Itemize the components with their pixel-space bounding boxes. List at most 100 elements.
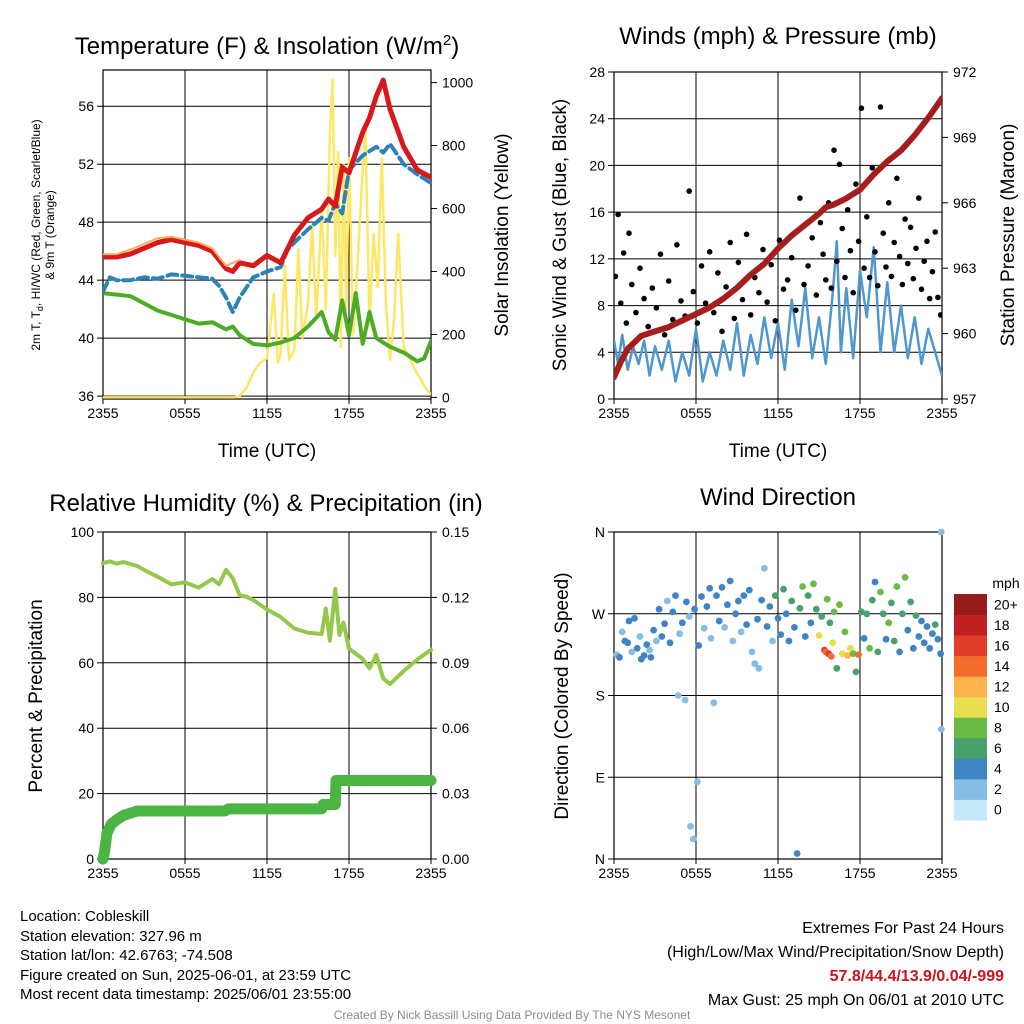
gust-point (678, 298, 684, 304)
winds-y-axis-label: Sonic Wind & Gust (Blue, Black) (550, 99, 571, 371)
temperature-y-tick-label: 40 (78, 330, 94, 346)
gust-point (776, 237, 783, 243)
temperature-panel-title: Temperature (F) & Insolation (W/m2) (75, 32, 459, 60)
direction-point (929, 630, 936, 638)
direction-point (931, 621, 939, 628)
colorbar-swatch (954, 676, 987, 698)
direction-point (785, 637, 793, 645)
gust-point (615, 211, 621, 218)
gust-point (858, 105, 865, 111)
temperature-y2-tick-label: 600 (442, 201, 466, 217)
direction-point (695, 642, 703, 649)
colorbar-label: 12 (994, 679, 1010, 695)
direction-point (754, 615, 761, 623)
direction-point (934, 635, 942, 643)
direction-point (782, 610, 790, 618)
gust-point (839, 225, 845, 232)
humidity-y-tick-label: 0 (86, 851, 94, 867)
wind-direction-plot-frame (613, 531, 943, 860)
direction-point (852, 668, 860, 676)
direction-point (899, 610, 906, 618)
gust-point (834, 258, 840, 265)
temperature-2m-t-line (103, 77, 431, 274)
gust-point (711, 309, 717, 316)
direction-point (718, 584, 726, 591)
gust-point (905, 260, 911, 267)
direction-point (661, 620, 668, 628)
winds-x-tick-label: 1155 (763, 405, 793, 421)
direction-point (885, 619, 893, 627)
winds-x-tick-label: 0555 (680, 405, 711, 421)
direction-point (760, 564, 768, 572)
credit-line: Created By Nick Bassill Using Data Provi… (333, 1008, 691, 1022)
gust-point (820, 251, 826, 257)
gust-point (735, 259, 742, 266)
direction-point (636, 633, 644, 640)
station-location: Location: Cobleskill (20, 908, 150, 925)
colorbar-label: 2 (994, 781, 1002, 797)
direction-point (849, 650, 857, 658)
temperature-x-axis-label: Time (UTC) (218, 441, 317, 462)
colorbar-swatch (954, 778, 987, 800)
gust-point (805, 263, 811, 269)
gust-point (861, 265, 867, 272)
gust-point (653, 305, 660, 311)
gust-point (637, 265, 643, 272)
direction-point (829, 639, 837, 647)
figure-created: Figure created on Sun, 2025-06-01, at 23… (20, 966, 352, 984)
direction-point (799, 583, 806, 590)
temperature-y2-tick-label: 0 (442, 389, 450, 405)
temperature-y-tick-label: 44 (78, 272, 94, 288)
direction-point (777, 631, 785, 638)
direction-point (758, 596, 765, 604)
recent-data-timestamp: Most recent data timestamp: 2025/06/01 2… (20, 986, 352, 1003)
direction-point (703, 603, 711, 610)
humidity-y2-tick-label: 0.00 (442, 851, 469, 867)
gust-point (665, 278, 672, 284)
direction-point (838, 650, 846, 658)
gust-point (772, 318, 779, 324)
humidity-y-tick-label: 20 (78, 786, 94, 802)
temperature-y-tick-label: 52 (78, 156, 94, 172)
gust-point (797, 195, 803, 201)
colorbar-swatch (954, 614, 987, 636)
winds-y-tick-label: 28 (589, 64, 605, 80)
temperature-x-tick-label: 2355 (415, 405, 446, 421)
direction-point (882, 635, 890, 643)
humidity-precipitation-line (97, 775, 437, 865)
direction-point (888, 599, 895, 607)
direction-point (807, 619, 815, 627)
temperature-y-tick-label: 48 (78, 214, 94, 230)
wind-direction-y-axis-label: Direction (Colored By Speed) (552, 572, 573, 819)
gust-point (853, 181, 859, 187)
humidity-y2-tick-label: 0.03 (442, 786, 469, 802)
gust-point (614, 273, 619, 280)
humidity-x-tick-label: 1155 (252, 865, 282, 881)
direction-point (823, 595, 831, 603)
direction-point (687, 822, 694, 830)
wind-direction-y-tick-label: N (595, 851, 605, 867)
colorbar-swatch (954, 696, 987, 718)
temperature-y-axis-label-line2: & 9m T (Orange) (43, 190, 57, 280)
wind-direction-panel: Wind Direction Direction (Colored By Spe… (552, 484, 1020, 881)
direction-point (628, 648, 636, 656)
gust-point (618, 300, 624, 307)
gust-point (910, 275, 917, 282)
temperature-series-group (103, 77, 431, 399)
direction-point (826, 619, 834, 627)
gust-point (864, 214, 870, 220)
gust-point (626, 230, 632, 236)
direction-point (691, 605, 698, 613)
extremes-title: Extremes For Past 24 Hours (802, 920, 1004, 937)
gust-point (719, 328, 725, 335)
direction-point (893, 583, 901, 590)
direction-point (713, 592, 720, 599)
direction-point (771, 592, 779, 599)
gust-point (731, 315, 738, 322)
temperature-9m-t-line (103, 235, 241, 267)
gust-point (629, 281, 635, 288)
gust-point (715, 270, 721, 276)
gust-point (809, 235, 815, 241)
direction-point (841, 628, 849, 636)
gust-point (828, 285, 835, 291)
